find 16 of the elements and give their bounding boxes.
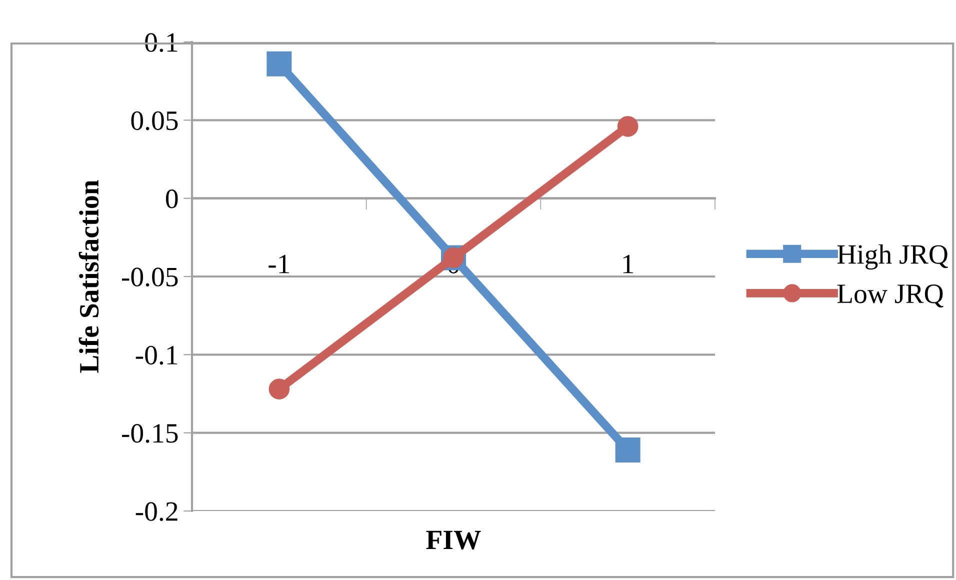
y-tick-label: -0.05 (122, 268, 178, 287)
legend-label: High JRQ (837, 244, 948, 270)
y-tick-label: 0 (166, 190, 178, 208)
point (268, 378, 290, 400)
y-tick-label: -0.2 (136, 502, 178, 522)
x-tick-label: -1 (268, 254, 290, 274)
y-tick-label: 0.05 (131, 111, 178, 130)
legend-label: Low JRQ (837, 284, 944, 308)
point (615, 438, 640, 463)
y-axis-title: Life Satisfaction (78, 180, 99, 373)
point (266, 51, 292, 76)
point (617, 116, 638, 137)
y-tick-label: -0.1 (136, 346, 178, 365)
y-tick-label: -0.15 (122, 424, 178, 443)
x-tick-label: 1 (623, 254, 634, 274)
x-axis-title: FIW (426, 530, 481, 550)
